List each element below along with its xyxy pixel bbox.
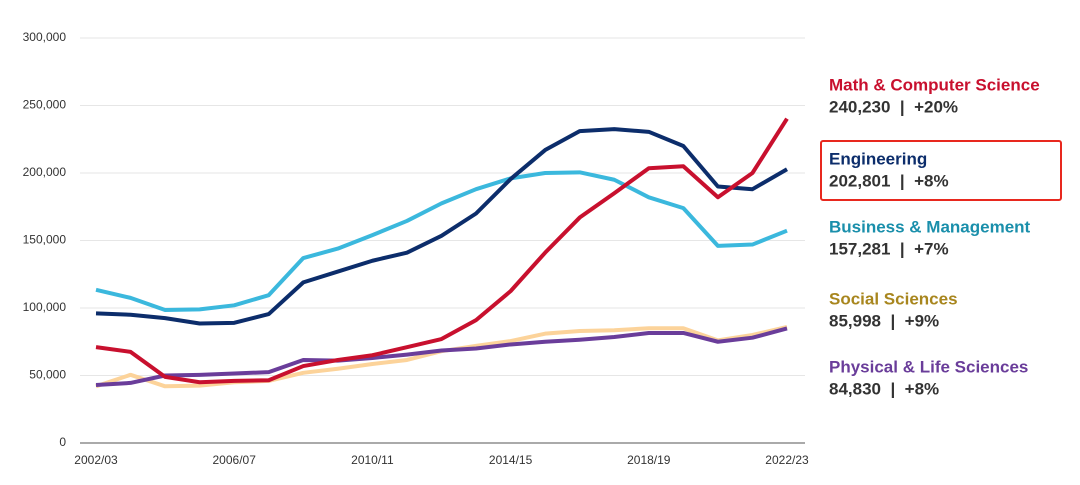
series-line <box>95 326 788 387</box>
legend-name: Engineering <box>829 149 927 168</box>
y-tick-label: 0 <box>59 435 66 449</box>
legend-summary: 240,230 | +20% <box>829 97 958 116</box>
series-line <box>95 117 789 385</box>
x-tick-label: 2006/07 <box>213 453 257 467</box>
x-tick-label: 2002/03 <box>74 453 118 467</box>
legend-name: Math & Computer Science <box>829 75 1040 94</box>
legend-summary: 157,281 | +7% <box>829 239 949 258</box>
series-line <box>95 170 788 313</box>
y-tick-label: 50,000 <box>29 368 66 382</box>
highlight-box <box>820 140 1062 201</box>
legend-name: Business & Management <box>829 217 1031 236</box>
x-tick-label: 2010/11 <box>351 453 394 467</box>
x-tick-label: 2014/15 <box>489 453 533 467</box>
y-tick-label: 300,000 <box>23 30 67 44</box>
y-tick-label: 200,000 <box>23 165 67 179</box>
x-tick-label: 2018/19 <box>627 453 671 467</box>
legend-summary: 84,830 | +8% <box>829 379 939 398</box>
x-tick-label: 2022/23 <box>765 453 809 467</box>
legend-name: Social Sciences <box>829 289 958 308</box>
legend-name: Physical & Life Sciences <box>829 357 1028 376</box>
legend-summary: 202,801 | +8% <box>829 171 949 190</box>
y-tick-label: 150,000 <box>23 233 67 247</box>
series-line <box>95 127 789 326</box>
y-tick-label: 100,000 <box>23 300 67 314</box>
series-line <box>95 324 788 389</box>
y-tick-label: 250,000 <box>23 98 67 112</box>
legend-summary: 85,998 | +9% <box>829 311 939 330</box>
